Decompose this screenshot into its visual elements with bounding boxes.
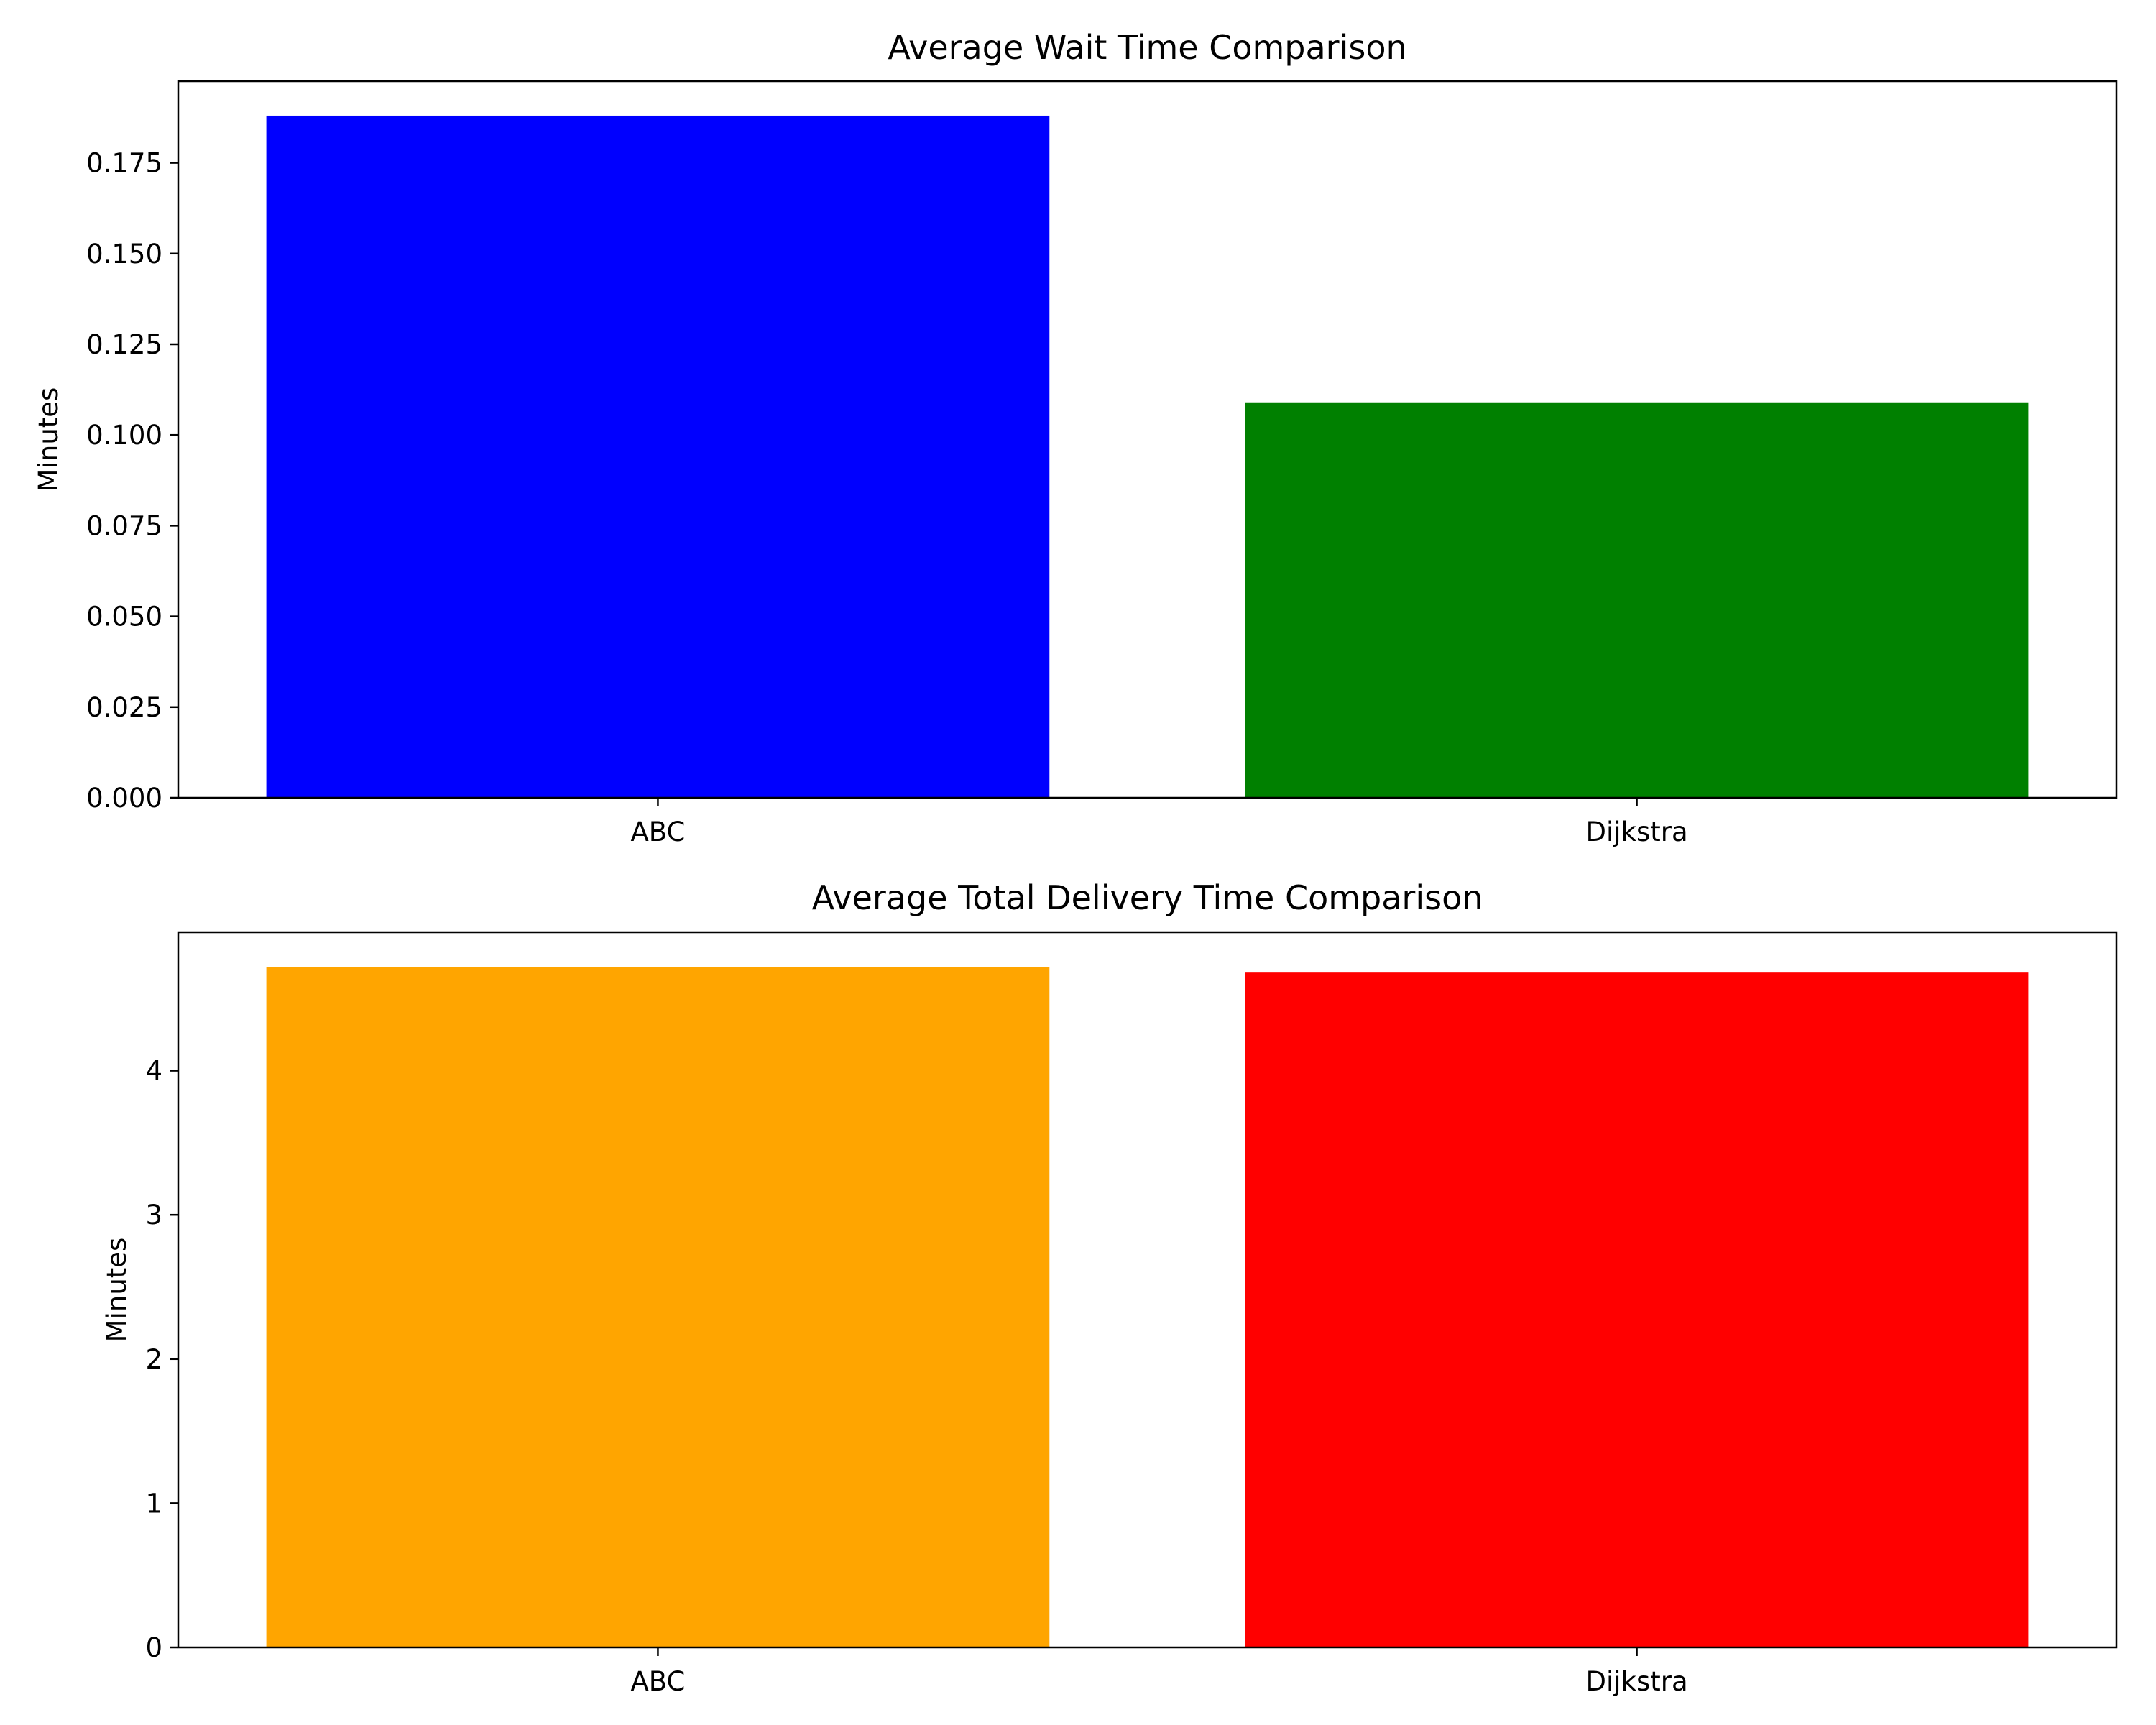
y-tick-label: 1 <box>145 1488 162 1519</box>
y-axis-label: Minutes <box>101 1238 132 1343</box>
y-tick-label: 4 <box>145 1056 162 1087</box>
y-tick-label: 2 <box>145 1344 162 1375</box>
y-tick-label: 0.175 <box>86 148 162 179</box>
y-tick-label: 0.150 <box>86 239 162 270</box>
y-tick-label: 0.075 <box>86 510 162 541</box>
y-tick-label: 0.025 <box>86 692 162 723</box>
x-tick-label: Dijkstra <box>1585 816 1687 847</box>
y-tick-label: 3 <box>145 1200 162 1230</box>
y-axis-label: Minutes <box>33 387 64 492</box>
bar-abc <box>266 115 1050 798</box>
y-tick-label: 0.000 <box>86 783 162 814</box>
bar-dijkstra <box>1245 402 2029 798</box>
x-tick-label: Dijkstra <box>1585 1666 1687 1697</box>
y-tick-label: 0.125 <box>86 329 162 360</box>
bar-abc <box>266 967 1050 1647</box>
plot-frame <box>177 80 2118 799</box>
x-tick-label: ABC <box>630 816 685 847</box>
chart-panel-2: 0 1 2 3 4 ABC Dijkstra Average Total Delivery T… <box>101 878 2118 1697</box>
chart-title: Average Wait Time Comparison <box>888 28 1406 67</box>
bar-dijkstra <box>1245 972 2029 1647</box>
y-tick-label: 0.050 <box>86 602 162 632</box>
x-tick-label: ABC <box>630 1666 685 1697</box>
plot-frame <box>177 931 2118 1649</box>
y-tick-label: 0 <box>145 1632 162 1663</box>
y-tick-label: 0.100 <box>86 420 162 451</box>
chart-title: Average Total Delivery Time Comparison <box>812 878 1483 917</box>
chart-panel-1: 0.000 0.025 0.050 0.075 0.100 0.125 0.150 0.175… <box>33 28 2118 847</box>
